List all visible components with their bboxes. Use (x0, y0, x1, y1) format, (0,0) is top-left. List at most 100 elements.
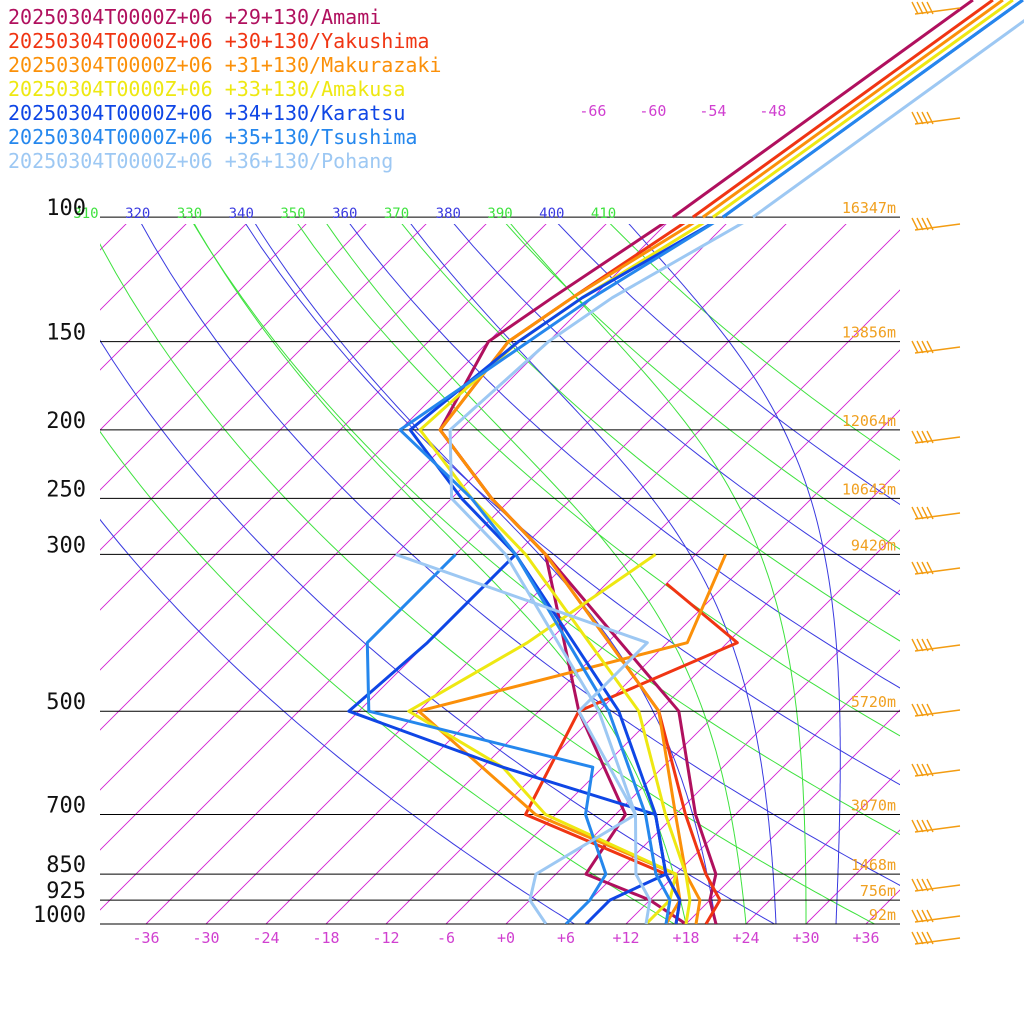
pressure-level-lines (100, 216, 900, 925)
isotherm-line (100, 224, 307, 431)
dry-adiabat-line (100, 339, 776, 924)
barb-flag (926, 931, 934, 945)
barb-flag (921, 909, 929, 923)
pressure-label-500: 500 (46, 690, 86, 715)
isotherm-line (100, 224, 187, 311)
isotherm-line (100, 224, 427, 551)
theta-label-370: 370 (384, 206, 409, 222)
theta-label-390: 390 (487, 206, 512, 222)
barb-flag (916, 763, 924, 777)
x-tick--18: -18 (312, 929, 339, 947)
isotherm-line (445, 469, 900, 924)
x-tick--30: -30 (192, 929, 219, 947)
isotherm-line (505, 529, 900, 924)
barb-flag (926, 430, 934, 444)
theta-label-320: 320 (125, 206, 150, 222)
barb-flag (916, 819, 924, 833)
barb-flag (926, 217, 934, 231)
barb-flag (921, 561, 929, 575)
barb-flag (926, 340, 934, 354)
barb-flag (911, 878, 919, 892)
dry-adiabat-line (193, 224, 900, 836)
barb-flag (911, 340, 919, 354)
x-tick-+12: +12 (612, 929, 639, 947)
legend-entry-4: 20250304T0000Z+06 +34+130/Karatsu (8, 101, 405, 125)
wind-barb (911, 217, 961, 231)
barb-flag (911, 217, 919, 231)
pressure-label-250: 250 (46, 477, 86, 502)
barb-flag (921, 506, 929, 520)
temp-line-2 (438, 224, 702, 924)
wind-barbs (672, 0, 1024, 945)
barb-flag (926, 111, 934, 125)
height-labels: 16347m 13856m 12064m 10643m 9420m 5720m 3070m 1… (842, 199, 896, 924)
pressure-label-925: 925 (46, 879, 86, 904)
pressure-label-100: 100 (46, 196, 86, 221)
barb-flag (926, 819, 934, 833)
x-tick--12: -12 (372, 929, 399, 947)
pressure-label-700: 700 (46, 794, 86, 819)
barb-flag (911, 638, 919, 652)
pressure-label-300: 300 (46, 533, 86, 558)
wind-barb (911, 561, 961, 575)
temp-line-top-0 (672, 0, 974, 219)
barb-flag (916, 703, 924, 717)
dry-adiabat-line (245, 224, 900, 786)
isotherm-line (100, 224, 247, 371)
x-tick-labels: -36 -30 -24 -18 -12 -6 +0 +6 +12 +18 +24 +30 +36 (132, 929, 879, 947)
dewpoint-line-4 (347, 553, 668, 924)
barb-flag (911, 506, 919, 520)
isotherm-label--66: -66 (579, 102, 606, 120)
barb-flag (926, 1, 934, 15)
barb-flag (921, 217, 929, 231)
barb-flag (911, 561, 919, 575)
temp-line-top-5 (722, 0, 1024, 219)
isotherm-line (265, 289, 900, 924)
barb-flag (916, 217, 924, 231)
x-tick-+30: +30 (792, 929, 819, 947)
temp-line-top-1 (692, 0, 994, 219)
isotherm-line (100, 224, 667, 791)
barb-flag (911, 1, 919, 15)
barb-flag (911, 430, 919, 444)
legend: 20250304T0000Z+06 +29+130/Amami20250304T… (8, 5, 441, 173)
isotherm-line (986, 217, 1024, 924)
theta-label-340: 340 (229, 206, 254, 222)
barb-flag (916, 506, 924, 520)
height-label-925: 756m (860, 882, 896, 900)
temp-line-top-2 (702, 0, 1004, 219)
theta-label-350: 350 (280, 206, 305, 222)
isotherm-line (100, 224, 487, 611)
barb-flag (916, 561, 924, 575)
barb-flag (911, 703, 919, 717)
wind-barb (911, 931, 961, 945)
dry-adiabat-line (100, 430, 676, 924)
barb-flag (911, 909, 919, 923)
dry-adiabat-line (100, 243, 876, 924)
barb-flag (911, 931, 919, 945)
isotherm-line (100, 224, 607, 731)
temp-line-top-3 (712, 0, 1014, 219)
height-label-250: 10643m (842, 480, 896, 498)
barb-flag (926, 763, 934, 777)
barb-flag (921, 703, 929, 717)
dewpoint-line-5 (365, 553, 608, 924)
barb-flag (911, 111, 919, 125)
isotherm-line (745, 769, 900, 924)
theta-label-410: 410 (591, 206, 616, 222)
x-tick-+18: +18 (672, 929, 699, 947)
barb-flag (926, 506, 934, 520)
barb-flag (911, 819, 919, 833)
barb-flag (916, 1, 924, 15)
barb-flag (921, 878, 929, 892)
pressure-label-200: 200 (46, 409, 86, 434)
barb-flag (916, 878, 924, 892)
barb-flag (926, 703, 934, 717)
wind-barb (911, 340, 961, 354)
barb-flag (916, 931, 924, 945)
dewpoint-line-6 (395, 552, 649, 924)
theta-label-380: 380 (436, 206, 461, 222)
theta-label-310: 310 (73, 206, 98, 222)
barb-flag (921, 111, 929, 125)
